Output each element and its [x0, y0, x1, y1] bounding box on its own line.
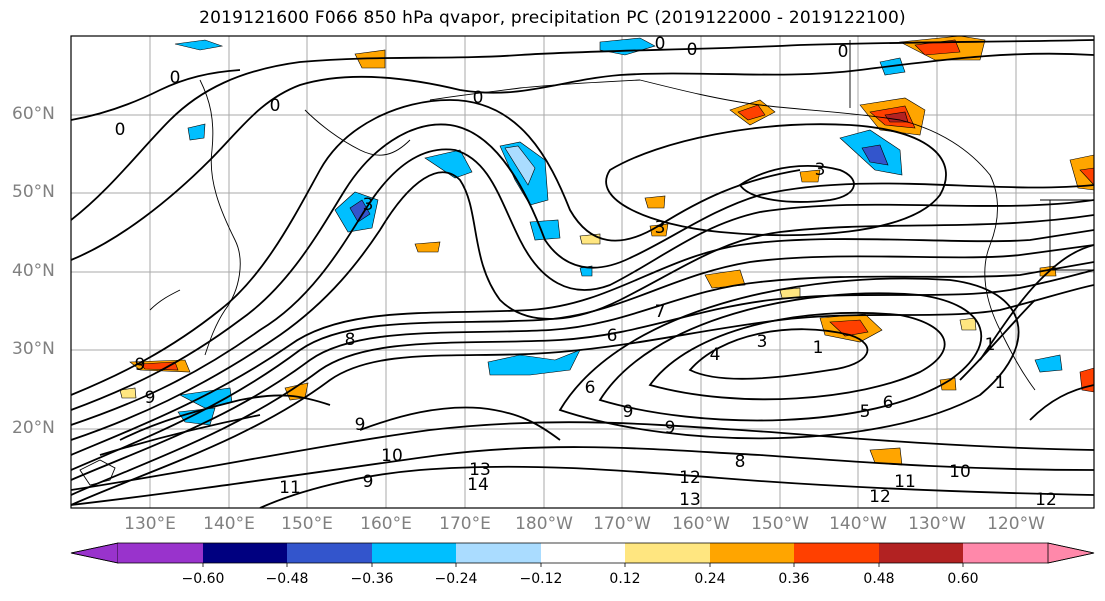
- contour-label: 6: [585, 378, 596, 398]
- contour-label: 0: [655, 34, 666, 54]
- colorbar-segment: [541, 543, 625, 563]
- contour-label: 8: [735, 452, 746, 472]
- colorbar-extend-low: [70, 542, 119, 564]
- contour-label: 0: [838, 42, 849, 62]
- lat-label-50n: 50°N: [12, 182, 55, 202]
- map-title: 2019121600 F066 850 hPa qvapor, precipit…: [199, 8, 906, 28]
- colorbar-tick-label: 0.48: [863, 571, 895, 587]
- colorbar-tick-label: 0.60: [947, 571, 979, 587]
- colorbar-tick-label: −0.12: [519, 571, 563, 587]
- contour-label: 11: [894, 472, 916, 492]
- coastlines: [79, 40, 1094, 486]
- colorbar-tick-label: −0.48: [265, 571, 309, 587]
- contour-label: 8: [345, 330, 356, 350]
- colorbar-tick-label: −0.24: [434, 571, 478, 587]
- colorbar-tick-label: 0.24: [694, 571, 726, 587]
- colorbar-segment: [456, 543, 541, 563]
- contour-label: 3: [363, 195, 374, 215]
- plot-frame: [70, 35, 1095, 509]
- contour-label: 9: [145, 388, 156, 408]
- contour-label: 4: [710, 345, 721, 365]
- lon-label-170e: 170°E: [439, 514, 491, 534]
- contour-label: 11: [279, 478, 301, 498]
- qvapor-contours: [71, 39, 1094, 508]
- contour-label: 3: [655, 218, 666, 238]
- lon-label-160e: 160°E: [360, 514, 412, 534]
- contour-label: 9: [623, 402, 634, 422]
- contour-labels: 0 0 0 0 0 0 0 3 3 3 1 3 4 5 6 6 6 7 8 8 …: [115, 34, 1057, 510]
- lon-label-170w: 170°W: [593, 514, 651, 534]
- contour-label: 0: [170, 68, 181, 88]
- colorbar-tick-label: 0.12: [609, 571, 641, 587]
- colorbar-segment: [118, 543, 203, 563]
- contour-label: 13: [469, 460, 491, 480]
- lon-label-150w: 150°W: [751, 514, 809, 534]
- contour-label: 9: [355, 415, 366, 435]
- colorbar-segment: [625, 543, 710, 563]
- contour-label: 1: [985, 335, 996, 355]
- lon-label-160w: 160°W: [672, 514, 730, 534]
- lon-label-180w: 180°W: [515, 514, 573, 534]
- lat-label-60n: 60°N: [12, 104, 55, 124]
- contour-label: 12: [679, 468, 701, 488]
- lat-label-30n: 30°N: [12, 339, 55, 359]
- contour-label: 0: [270, 96, 281, 116]
- contour-label: 14: [467, 475, 489, 495]
- contour-label: 3: [815, 160, 826, 180]
- lon-label-140e: 140°E: [203, 514, 255, 534]
- contour-label: 5: [860, 402, 871, 422]
- contour-label: 0: [473, 88, 484, 108]
- colorbar-segment: [372, 543, 456, 563]
- colorbar-tick-label: −0.36: [350, 571, 394, 587]
- contour-label: 9: [363, 472, 374, 492]
- lat-label-20n: 20°N: [12, 418, 55, 438]
- colorbar-tick-label: −0.60: [181, 571, 225, 587]
- lon-label-150e: 150°E: [281, 514, 333, 534]
- contour-label: 1: [995, 373, 1006, 393]
- contour-label: 13: [679, 490, 701, 510]
- contour-label: 9: [665, 418, 676, 438]
- contour-label: 10: [949, 462, 971, 482]
- colorbar-segment: [203, 543, 287, 563]
- contour-label: 1: [813, 338, 824, 358]
- precipitation-shading: [119, 36, 1094, 466]
- colorbar-segment: [287, 543, 372, 563]
- contour-label: 0: [687, 40, 698, 60]
- contour-label: 12: [869, 487, 891, 507]
- contour-label: 12: [1035, 490, 1057, 510]
- contour-label: 10: [381, 446, 403, 466]
- lat-label-40n: 40°N: [12, 261, 55, 281]
- contour-label: 7: [655, 302, 666, 322]
- colorbar: [70, 542, 1095, 567]
- contour-label: 9: [135, 355, 146, 375]
- colorbar-segment: [879, 543, 963, 563]
- colorbar-tick-label: 0.36: [778, 571, 810, 587]
- contour-label: 6: [883, 393, 894, 413]
- lon-label-130e: 130°E: [124, 514, 176, 534]
- contour-label: 6: [607, 326, 618, 346]
- lon-label-130w: 130°W: [908, 514, 966, 534]
- colorbar-segment: [710, 543, 794, 563]
- colorbar-extend-high: [1047, 542, 1095, 564]
- lon-label-140w: 140°W: [829, 514, 887, 534]
- contour-label: 0: [115, 120, 126, 140]
- colorbar-segment: [963, 543, 1048, 563]
- colorbar-outline: [70, 542, 1095, 564]
- contour-label: 3: [757, 332, 768, 352]
- lon-label-120w: 120°W: [987, 514, 1045, 534]
- colorbar-segment: [794, 543, 879, 563]
